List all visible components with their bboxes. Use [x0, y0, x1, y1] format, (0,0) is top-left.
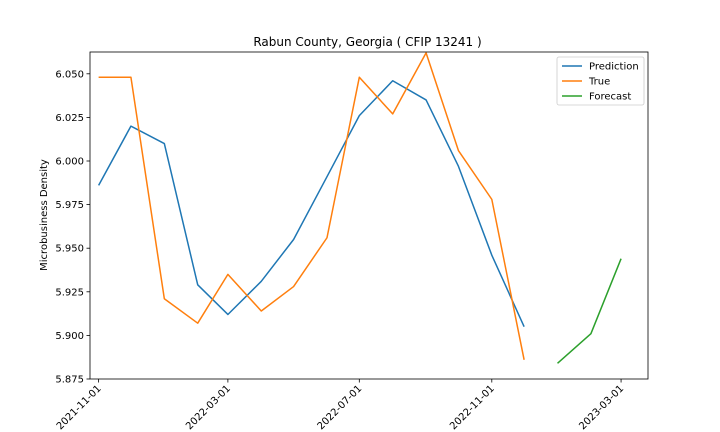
legend-label-prediction: Prediction [589, 62, 639, 73]
y-tick-label: 5.975 [55, 200, 84, 211]
y-tick-label: 5.900 [55, 331, 84, 342]
legend: Prediction True Forecast [556, 56, 645, 106]
legend-label-forecast: Forecast [589, 92, 631, 103]
x-tick-label: 2022-11-01 [448, 383, 497, 432]
x-tick-label: 2022-03-01 [184, 383, 233, 432]
plot-area: 5.875 5.900 5.925 5.950 5.975 6.000 6.025 6.050… [55, 51, 649, 432]
legend-label-true: True [588, 77, 610, 88]
chart-title: Rabun County, Georgia ( CFIP 13241 ) [253, 35, 481, 49]
legend-box [556, 56, 645, 106]
x-tick-label: 2022-07-01 [316, 383, 365, 432]
y-tick-label: 5.925 [55, 287, 84, 298]
x-tick-label: 2023-03-01 [577, 383, 626, 432]
series-line-true [98, 52, 525, 360]
series-line-forecast [557, 258, 622, 364]
plot-frame [89, 51, 649, 380]
y-tick-label: 5.950 [55, 244, 84, 255]
series-line-prediction [97, 80, 525, 327]
y-tick-label: 6.050 [55, 69, 84, 80]
y-axis-title: Microbusiness Density [39, 159, 50, 271]
x-tick-label: 2021-11-01 [55, 383, 104, 432]
y-tick-label: 6.025 [55, 113, 84, 124]
y-tick-label: 5.875 [55, 375, 84, 386]
y-tick-label: 6.000 [55, 157, 84, 168]
